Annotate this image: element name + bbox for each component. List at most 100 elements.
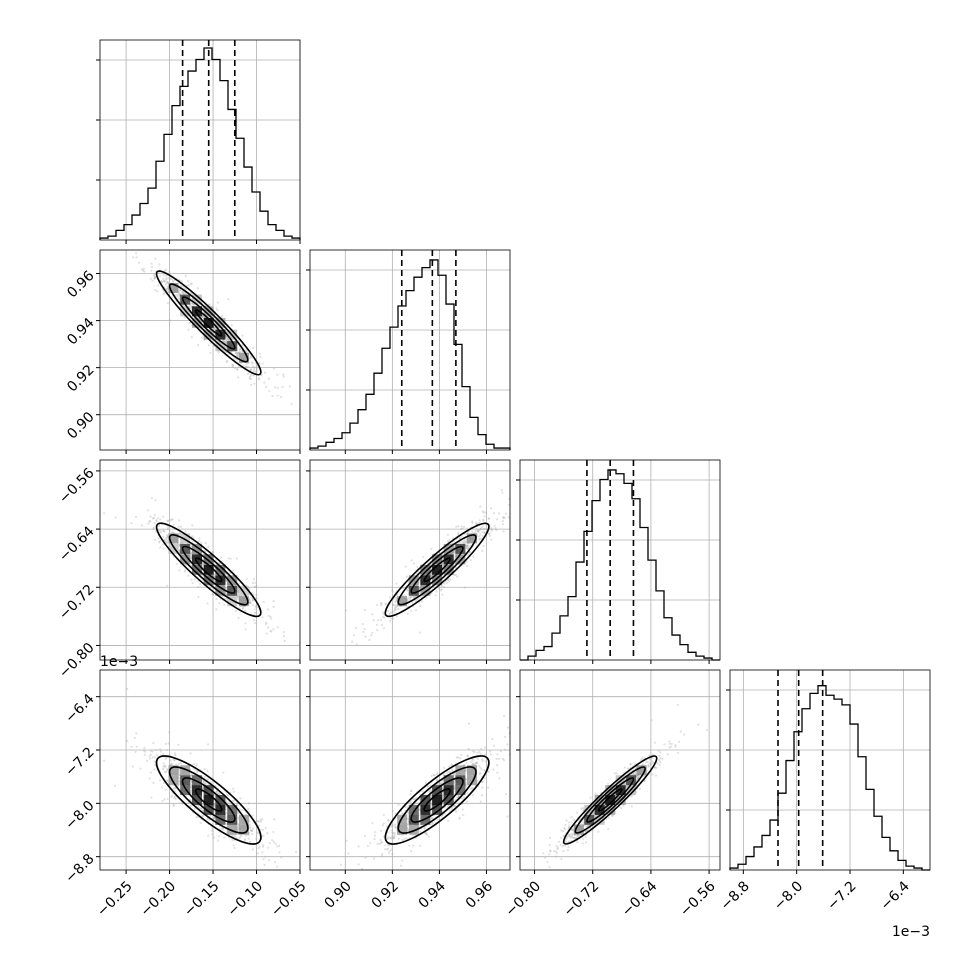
scatter-point [190, 306, 193, 309]
scatter-point [154, 273, 157, 276]
scatter-point [158, 540, 161, 543]
scatter-point [435, 590, 438, 593]
scatter-point [272, 628, 275, 631]
scatter-point [139, 767, 142, 770]
scatter-point [252, 369, 255, 373]
scatter-point [460, 527, 463, 531]
scatter-point [227, 557, 230, 560]
scatter-point [264, 827, 267, 830]
scatter-point [148, 755, 151, 758]
scatter-point [178, 769, 181, 772]
scatter-point [393, 607, 396, 610]
scatter-point [371, 613, 374, 616]
scatter-point [453, 804, 456, 807]
scatter-point [225, 346, 228, 349]
scatter-point [465, 785, 468, 788]
scatter-point [126, 687, 129, 691]
scatter-point [424, 832, 427, 835]
scatter-point [167, 519, 170, 523]
scatter-point [380, 602, 383, 605]
scatter-point [393, 831, 396, 835]
scatter-point [473, 750, 476, 754]
scatter-point [267, 859, 271, 862]
scatter-point [469, 559, 472, 562]
scatter-point [164, 765, 167, 768]
scatter-point [369, 841, 372, 845]
scatter-point [183, 287, 186, 290]
scatter-point [466, 527, 469, 530]
scatter-point [282, 635, 286, 638]
scatter-point [461, 808, 464, 811]
scatter-point [202, 814, 205, 818]
scatter-point [150, 796, 153, 799]
scatter-point [202, 316, 205, 319]
scatter-point [397, 837, 400, 840]
scatter-point [482, 511, 486, 514]
scatter-point [222, 828, 225, 831]
scatter-point [475, 522, 478, 525]
contour-line [384, 522, 490, 618]
scatter-point [269, 615, 272, 618]
scatter-point [483, 769, 486, 772]
scatter-point [174, 754, 177, 757]
scatter-point [411, 601, 414, 604]
scatter-point [167, 742, 170, 745]
scatter-point [479, 505, 482, 508]
scatter-point [114, 516, 117, 519]
scatter-point [657, 749, 661, 752]
scatter-point [339, 863, 342, 866]
density-cell [238, 824, 249, 835]
scatter-point [209, 351, 212, 354]
scatter-point [471, 750, 475, 753]
scatter-point [177, 762, 180, 766]
scatter-point [190, 791, 193, 794]
scatter-point [483, 776, 486, 780]
density-cell [238, 596, 249, 607]
scatter-point [429, 784, 432, 787]
scatter-point [463, 539, 466, 543]
scatter-point [143, 270, 146, 273]
scatter-point [190, 564, 193, 567]
scatter-point [410, 850, 413, 853]
scatter-point [159, 531, 162, 534]
density-blocks [397, 765, 477, 835]
scatter-point [163, 798, 166, 801]
scatter-point [475, 761, 478, 765]
scatter-point [441, 593, 444, 596]
scatter-point [200, 316, 203, 319]
scatter-point [255, 365, 258, 368]
scatter-point [394, 606, 397, 609]
scatter-point [259, 356, 262, 359]
scatter-point [179, 525, 183, 528]
scatter-point [261, 844, 264, 847]
scatter-point [232, 834, 236, 837]
scatter-point [258, 845, 261, 848]
scatter-point [171, 280, 174, 283]
scatter-point [231, 838, 234, 842]
scatter-point [499, 750, 502, 753]
scatter-point [162, 273, 165, 277]
scatter-point [443, 766, 446, 770]
scatter-point [241, 334, 244, 337]
scatter-point [466, 792, 469, 795]
scatter-point [232, 799, 235, 802]
contour-line [410, 545, 464, 594]
scatter-points [103, 687, 298, 868]
scatter-point [220, 556, 223, 559]
scatter-point [164, 770, 168, 773]
scatter-point [466, 544, 469, 547]
scatter-point [355, 626, 358, 630]
scatter-point [209, 814, 212, 817]
scatter-point [142, 269, 145, 272]
scatter-point [408, 844, 411, 847]
scatter-point [253, 367, 256, 371]
scatter-point [252, 598, 255, 602]
scatter-point [397, 607, 400, 611]
scatter-point [479, 528, 482, 531]
scatter-point [198, 539, 201, 542]
scatter-point [226, 359, 229, 363]
scatter-point [229, 557, 232, 560]
scatter-point [223, 836, 226, 839]
histogram-panel-1 [306, 249, 511, 454]
scatter-point [468, 550, 471, 554]
